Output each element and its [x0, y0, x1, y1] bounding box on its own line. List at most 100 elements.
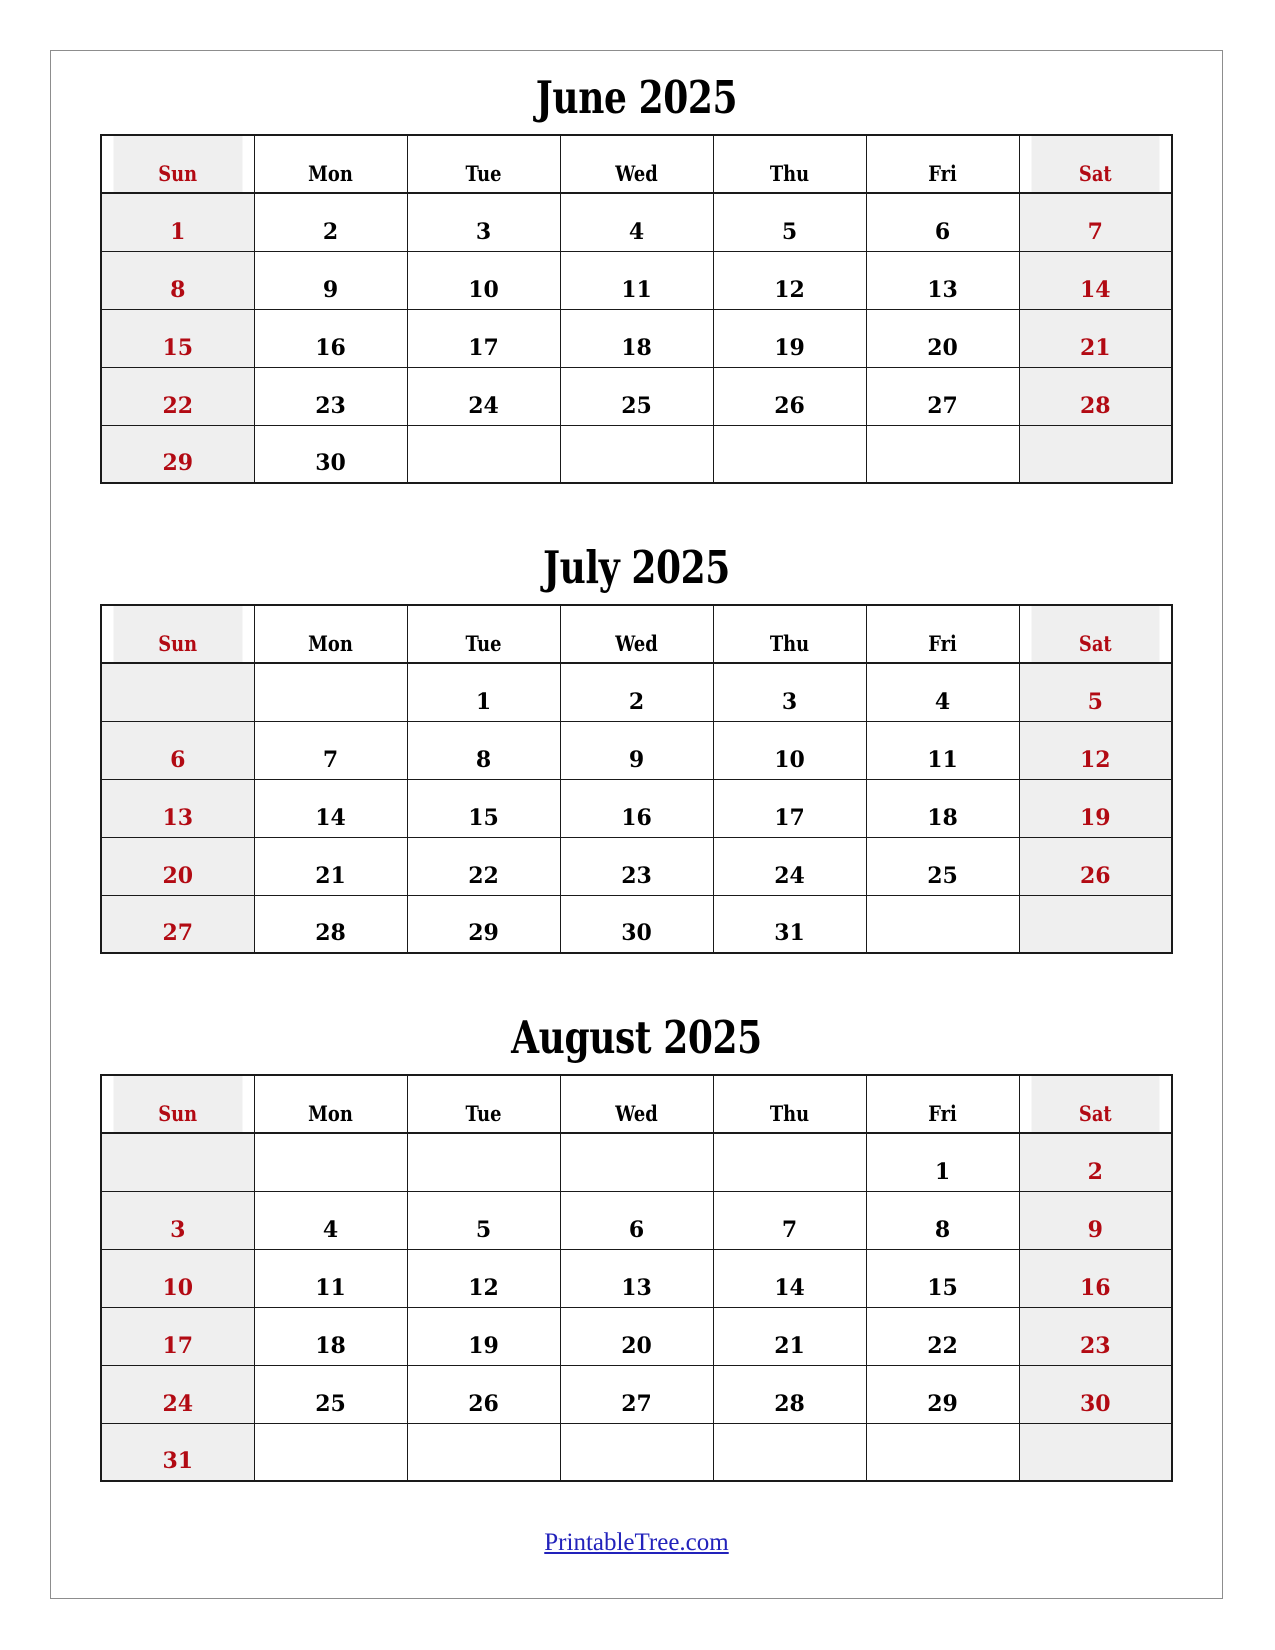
week-row: 29 30	[100, 424, 1173, 484]
day-cell[interactable]: 25	[559, 366, 714, 426]
day-cell[interactable]: 5	[406, 1190, 561, 1250]
day-cell[interactable]: 29	[100, 424, 255, 484]
day-cell[interactable]: 3	[406, 192, 561, 252]
day-cell[interactable]: 8	[406, 720, 561, 780]
day-cell[interactable]: 29	[865, 1364, 1020, 1424]
day-cell[interactable]: 12	[406, 1248, 561, 1308]
day-cell[interactable]: 21	[253, 836, 408, 896]
day-cell[interactable]: 28	[712, 1364, 867, 1424]
day-cell[interactable]: 15	[865, 1248, 1020, 1308]
day-cell[interactable]: 1	[865, 1132, 1020, 1192]
day-cell[interactable]: 23	[253, 366, 408, 426]
day-cell[interactable]: 21	[1018, 308, 1173, 368]
day-cell[interactable]: 26	[1018, 836, 1173, 896]
day-cell[interactable]: 22	[865, 1306, 1020, 1366]
day-cell[interactable]: 7	[712, 1190, 867, 1250]
day-cell[interactable]: 27	[865, 366, 1020, 426]
day-cell[interactable]: 18	[865, 778, 1020, 838]
day-cell[interactable]: 30	[1018, 1364, 1173, 1424]
day-cell[interactable]: 31	[712, 894, 867, 954]
day-cell[interactable]: 10	[712, 720, 867, 780]
day-cell[interactable]: 4	[865, 662, 1020, 722]
day-cell[interactable]: 25	[865, 836, 1020, 896]
day-cell[interactable]: 6	[100, 720, 255, 780]
day-cell[interactable]: 9	[559, 720, 714, 780]
day-cell[interactable]: 12	[1018, 720, 1173, 780]
day-cell[interactable]: 6	[865, 192, 1020, 252]
empty-day-cell	[100, 662, 255, 722]
day-cell[interactable]: 16	[559, 778, 714, 838]
day-cell[interactable]: 20	[865, 308, 1020, 368]
day-cell[interactable]: 22	[406, 836, 561, 896]
day-cell[interactable]: 18	[253, 1306, 408, 1366]
day-cell[interactable]: 7	[1018, 192, 1173, 252]
day-cell[interactable]: 24	[406, 366, 561, 426]
day-cell[interactable]: 19	[1018, 778, 1173, 838]
day-cell[interactable]: 14	[253, 778, 408, 838]
day-cell[interactable]: 18	[559, 308, 714, 368]
day-cell[interactable]: 14	[1018, 250, 1173, 310]
day-cell[interactable]: 8	[100, 250, 255, 310]
day-cell[interactable]: 17	[712, 778, 867, 838]
day-cell[interactable]: 6	[559, 1190, 714, 1250]
day-cell[interactable]: 10	[406, 250, 561, 310]
day-cell[interactable]: 9	[1018, 1190, 1173, 1250]
day-cell[interactable]: 17	[100, 1306, 255, 1366]
day-cell[interactable]: 25	[253, 1364, 408, 1424]
day-cell[interactable]: 9	[253, 250, 408, 310]
day-cell[interactable]: 13	[559, 1248, 714, 1308]
day-cell[interactable]: 5	[712, 192, 867, 252]
day-cell[interactable]: 3	[100, 1190, 255, 1250]
day-cell[interactable]: 2	[1018, 1132, 1173, 1192]
day-cell[interactable]: 2	[253, 192, 408, 252]
day-cell[interactable]: 30	[253, 424, 408, 484]
footer: PrintableTree.com	[51, 1529, 1222, 1557]
day-cell[interactable]: 10	[100, 1248, 255, 1308]
day-cell[interactable]: 30	[559, 894, 714, 954]
day-cell[interactable]: 17	[406, 308, 561, 368]
day-cell[interactable]: 11	[559, 250, 714, 310]
day-cell[interactable]: 23	[1018, 1306, 1173, 1366]
day-cell[interactable]: 26	[406, 1364, 561, 1424]
day-cell[interactable]: 3	[712, 662, 867, 722]
day-cell[interactable]: 19	[712, 308, 867, 368]
day-cell[interactable]: 4	[559, 192, 714, 252]
day-cell[interactable]: 27	[100, 894, 255, 954]
day-cell[interactable]: 2	[559, 662, 714, 722]
day-cell[interactable]: 5	[1018, 662, 1173, 722]
day-cell[interactable]: 31	[100, 1422, 255, 1482]
day-cell[interactable]: 27	[559, 1364, 714, 1424]
day-cell[interactable]: 22	[100, 366, 255, 426]
day-cell[interactable]: 28	[1018, 366, 1173, 426]
day-cell[interactable]: 12	[712, 250, 867, 310]
day-cell[interactable]: 16	[253, 308, 408, 368]
day-cell[interactable]: 14	[712, 1248, 867, 1308]
day-cell[interactable]: 23	[559, 836, 714, 896]
weekday-header-mon: Mon	[265, 604, 396, 664]
day-cell[interactable]: 16	[1018, 1248, 1173, 1308]
day-cell[interactable]: 1	[406, 662, 561, 722]
day-cell[interactable]: 13	[100, 778, 255, 838]
day-cell[interactable]: 8	[865, 1190, 1020, 1250]
day-cell[interactable]: 15	[406, 778, 561, 838]
printabletree-link[interactable]: PrintableTree.com	[544, 1529, 729, 1556]
day-cell[interactable]: 28	[253, 894, 408, 954]
day-cell[interactable]: 29	[406, 894, 561, 954]
day-cell[interactable]: 26	[712, 366, 867, 426]
day-cell[interactable]: 7	[253, 720, 408, 780]
day-cell[interactable]: 15	[100, 308, 255, 368]
day-cell[interactable]: 4	[253, 1190, 408, 1250]
day-cell[interactable]: 11	[865, 720, 1020, 780]
day-cell[interactable]: 19	[406, 1306, 561, 1366]
day-cell[interactable]: 13	[865, 250, 1020, 310]
day-cell[interactable]: 20	[559, 1306, 714, 1366]
day-cell[interactable]: 1	[100, 192, 255, 252]
day-cell[interactable]: 21	[712, 1306, 867, 1366]
day-cell[interactable]: 11	[253, 1248, 408, 1308]
day-cell[interactable]: 20	[100, 836, 255, 896]
day-cell[interactable]: 24	[712, 836, 867, 896]
day-cell[interactable]: 24	[100, 1364, 255, 1424]
